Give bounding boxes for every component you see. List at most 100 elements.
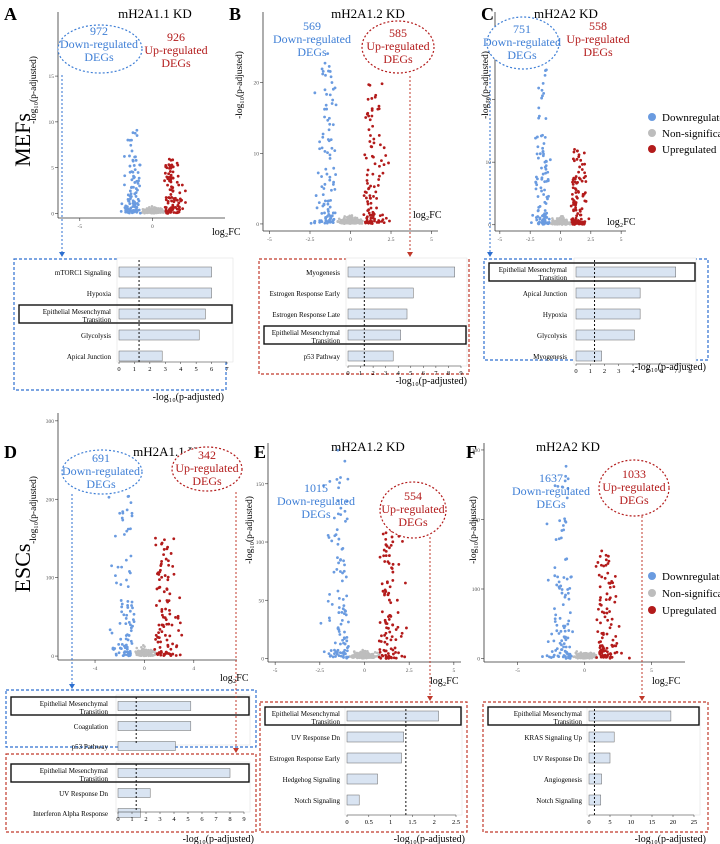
point-up (160, 651, 163, 654)
down-deg-count: 972 (90, 24, 108, 38)
point-down (559, 536, 563, 540)
legend-swatch-up (648, 145, 656, 153)
point-down (544, 69, 547, 72)
point-down (123, 653, 127, 657)
point-down (567, 629, 571, 632)
point-down (136, 171, 140, 174)
point-down (537, 222, 540, 226)
point-nonsig (565, 218, 568, 222)
point-up (403, 655, 407, 659)
point-down (339, 506, 343, 510)
point-up (377, 655, 381, 659)
highlight-box (488, 262, 696, 282)
point-up (571, 157, 575, 161)
enrichment-panel-A-bar: mTORC1 Signaling Hypoxia Epithelial Mesenc… (13, 257, 234, 403)
point-up (368, 118, 372, 122)
point-up (162, 653, 166, 657)
point-down (331, 655, 335, 659)
point-down (546, 578, 550, 582)
point-nonsig (137, 649, 140, 653)
point-down (541, 218, 545, 222)
point-up (386, 581, 389, 585)
bar-x-tick-label: 2.5 (452, 819, 460, 826)
point-up (595, 618, 599, 622)
point-up (391, 623, 395, 627)
bar-x-tick-label: 5 (646, 368, 649, 375)
point-down (327, 616, 331, 620)
down-deg-count: 1015 (304, 481, 328, 495)
bar-x-tick-label: 2 (603, 368, 606, 375)
point-down (342, 656, 345, 659)
point-nonsig (336, 220, 340, 223)
point-up (613, 600, 617, 604)
point-up (366, 221, 370, 224)
connector-arrowhead (407, 252, 413, 257)
point-up (394, 650, 397, 654)
point-up (575, 195, 578, 199)
point-down (535, 152, 539, 156)
point-up (571, 197, 574, 201)
point-down (329, 649, 333, 652)
point-down (534, 187, 538, 191)
point-up (606, 554, 610, 558)
point-down (129, 639, 133, 643)
point-down (137, 208, 141, 212)
point-down (339, 622, 343, 626)
point-down (114, 652, 118, 656)
point-down (560, 643, 563, 647)
point-down (131, 624, 134, 628)
point-down (337, 486, 340, 490)
up-deg-ellipse (361, 20, 435, 74)
point-nonsig (358, 655, 362, 659)
point-up (595, 656, 599, 659)
bar (347, 266, 455, 278)
point-up (164, 209, 168, 213)
point-nonsig (342, 216, 346, 220)
point-up (600, 563, 603, 567)
point-up (388, 554, 391, 557)
bar-x-tick-label: 1 (133, 366, 136, 373)
point-down (131, 618, 135, 622)
bar-x-tick-label: 4 (172, 816, 176, 823)
bar (117, 741, 176, 751)
point-up (163, 171, 167, 175)
point-up (166, 177, 170, 181)
bar (117, 721, 192, 731)
bar (575, 266, 676, 278)
points-group (309, 52, 391, 226)
y-tick-label: 0 (477, 657, 480, 663)
point-down (548, 158, 552, 162)
point-down (125, 647, 129, 651)
point-down (569, 654, 573, 658)
point-down (119, 583, 123, 586)
point-down (561, 524, 565, 527)
point-up (384, 216, 388, 220)
point-down (136, 203, 140, 207)
point-down (333, 648, 336, 652)
point-up (184, 201, 187, 204)
legend-label-up: Upregulated (662, 144, 717, 156)
y-tick-label: 300 (472, 448, 481, 454)
point-up (604, 563, 608, 567)
point-down (128, 138, 132, 142)
point-down (538, 152, 542, 156)
point-down (536, 209, 540, 213)
point-up (614, 594, 618, 598)
point-up (378, 621, 382, 624)
point-down (110, 631, 114, 635)
x-axis-label: log₂FC (220, 673, 249, 684)
point-nonsig (355, 652, 359, 656)
point-down (342, 569, 346, 573)
point-up (574, 191, 578, 194)
point-down (345, 594, 349, 598)
y-tick-label: 150 (256, 482, 265, 488)
point-up (178, 596, 182, 600)
point-up (381, 213, 384, 217)
legend-swatch-ns (648, 589, 656, 597)
point-nonsig (583, 653, 587, 657)
point-down (111, 646, 115, 650)
point-down (341, 607, 345, 611)
point-down (564, 474, 568, 478)
point-down (327, 116, 331, 120)
point-up (601, 631, 605, 635)
